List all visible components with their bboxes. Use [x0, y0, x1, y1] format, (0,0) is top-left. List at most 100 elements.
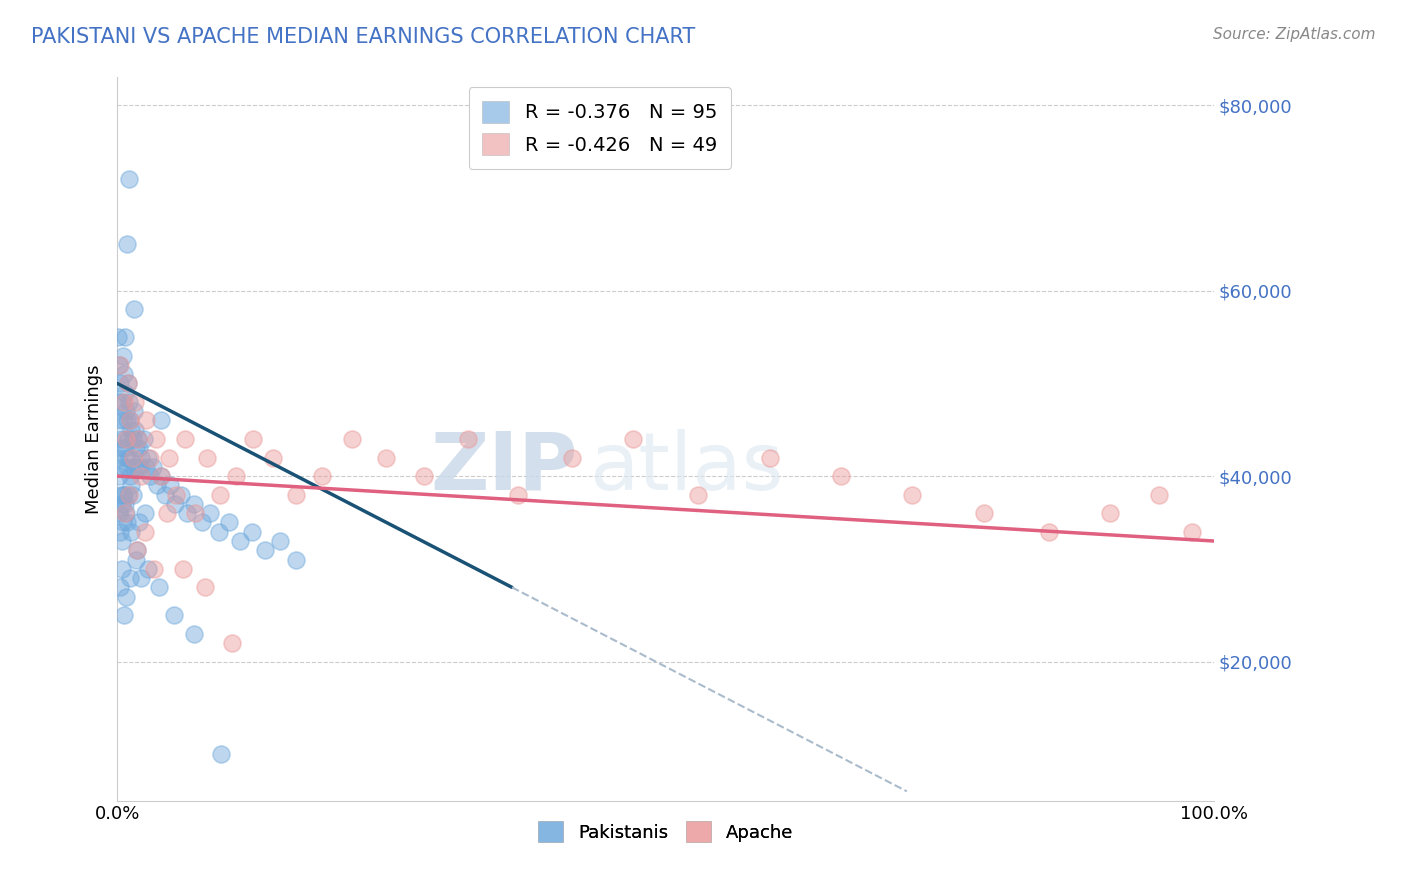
Point [136, 562, 159, 576]
Point [110, 488, 132, 502]
Point [117, 376, 139, 391]
Point [174, 432, 197, 446]
Point [115, 404, 138, 418]
Point [131, 571, 153, 585]
Point [108, 358, 131, 372]
Point [269, 534, 291, 549]
Point [1098, 506, 1121, 520]
Point [110, 358, 132, 372]
Point [108, 413, 131, 427]
Point [285, 552, 308, 566]
Point [107, 330, 129, 344]
Point [125, 543, 148, 558]
Point [139, 469, 162, 483]
Point [229, 534, 252, 549]
Point [240, 524, 263, 539]
Point [145, 432, 167, 446]
Point [115, 432, 138, 446]
Point [125, 442, 148, 456]
Legend: Pakistanis, Apache: Pakistanis, Apache [531, 814, 800, 849]
Point [1147, 488, 1170, 502]
Point [131, 469, 153, 483]
Point [758, 450, 780, 465]
Point [120, 413, 142, 427]
Point [150, 469, 173, 483]
Point [110, 432, 132, 446]
Point [830, 469, 852, 483]
Point [136, 450, 159, 465]
Point [118, 450, 141, 465]
Point [114, 506, 136, 520]
Point [194, 580, 217, 594]
Point [121, 450, 143, 465]
Point [155, 506, 177, 520]
Text: Source: ZipAtlas.com: Source: ZipAtlas.com [1212, 27, 1375, 42]
Point [225, 469, 247, 483]
Point [139, 450, 162, 465]
Point [132, 432, 155, 446]
Point [115, 459, 138, 474]
Point [242, 432, 264, 446]
Point [157, 450, 180, 465]
Text: ZIP: ZIP [430, 429, 578, 507]
Point [127, 432, 149, 446]
Point [111, 488, 134, 502]
Point [1181, 524, 1204, 539]
Point [120, 413, 142, 427]
Point [121, 488, 143, 502]
Point [112, 367, 135, 381]
Point [118, 395, 141, 409]
Point [143, 562, 166, 576]
Point [190, 516, 212, 530]
Point [110, 580, 132, 594]
Point [340, 432, 363, 446]
Text: PAKISTANI VS APACHE MEDIAN EARNINGS CORRELATION CHART: PAKISTANI VS APACHE MEDIAN EARNINGS CORR… [31, 27, 695, 46]
Point [115, 506, 138, 520]
Point [115, 450, 138, 465]
Point [413, 469, 436, 483]
Point [148, 580, 170, 594]
Point [183, 626, 205, 640]
Point [120, 423, 142, 437]
Point [114, 330, 136, 344]
Point [262, 450, 284, 465]
Point [135, 459, 157, 474]
Point [128, 516, 150, 530]
Point [117, 488, 139, 502]
Point [561, 450, 583, 465]
Point [125, 459, 148, 474]
Point [114, 385, 136, 400]
Point [621, 432, 644, 446]
Point [163, 608, 186, 623]
Point [120, 571, 142, 585]
Point [221, 636, 243, 650]
Point [973, 506, 995, 520]
Point [112, 608, 135, 623]
Point [285, 488, 308, 502]
Point [120, 524, 142, 539]
Point [115, 413, 138, 427]
Point [120, 469, 142, 483]
Point [110, 497, 132, 511]
Point [112, 432, 135, 446]
Point [112, 395, 135, 409]
Point [125, 552, 148, 566]
Point [135, 413, 157, 427]
Point [110, 562, 132, 576]
Y-axis label: Median Earnings: Median Earnings [86, 364, 103, 514]
Point [145, 478, 167, 492]
Point [209, 747, 232, 762]
Point [117, 432, 139, 446]
Point [107, 450, 129, 465]
Point [128, 442, 150, 456]
Point [124, 423, 146, 437]
Point [195, 450, 218, 465]
Point [122, 302, 145, 317]
Point [183, 497, 205, 511]
Point [114, 442, 136, 456]
Point [115, 516, 138, 530]
Point [134, 524, 156, 539]
Point [120, 478, 142, 492]
Point [170, 488, 193, 502]
Point [111, 413, 134, 427]
